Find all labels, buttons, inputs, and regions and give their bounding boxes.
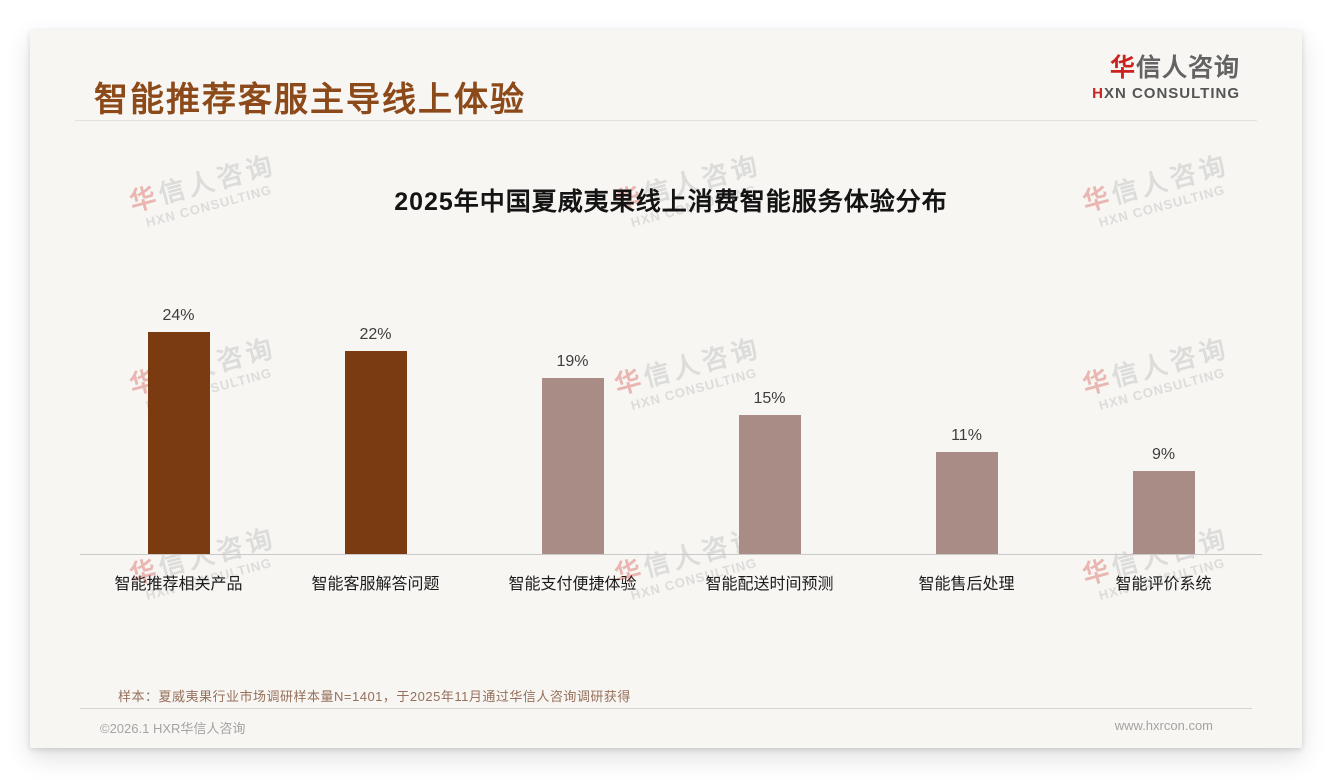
bar-column: 22%	[277, 296, 474, 554]
logo-en-accent: H	[1092, 85, 1104, 102]
chart-title: 2025年中国夏威夷果线上消费智能服务体验分布	[394, 188, 948, 216]
header-divider	[75, 120, 1257, 121]
category-label: 智能评价系统	[1115, 576, 1212, 593]
bar-column: 15%	[671, 296, 868, 554]
category-label: 智能客服解答问题	[311, 576, 440, 593]
category-label: 智能推荐相关产品	[114, 576, 243, 593]
bar	[935, 452, 998, 554]
bar	[1132, 470, 1195, 554]
category-label: 智能配送时间预测	[705, 576, 834, 593]
bar-value-label: 11%	[951, 427, 982, 445]
bar-column: 24%	[80, 296, 277, 554]
logo-en-rest: XN CONSULTING	[1103, 85, 1240, 102]
logo-cn-text: 华信人咨询	[1092, 56, 1240, 81]
bar	[738, 415, 801, 554]
logo-cn-accent: 华	[1109, 54, 1136, 82]
category-label: 智能售后处理	[918, 576, 1015, 593]
page-title: 智能推荐客服主导线上体验	[94, 81, 526, 119]
x-axis-line	[80, 554, 1262, 555]
logo-cn-rest: 信人咨询	[1135, 54, 1240, 82]
category-row: 智能推荐相关产品 智能客服解答问题 智能支付便捷体验 智能配送时间预测 智能售后处理 智能…	[80, 570, 1262, 594]
bar	[541, 378, 604, 554]
category-label: 智能支付便捷体验	[508, 576, 637, 593]
footer-website: www.hxrcon.com	[1114, 718, 1213, 733]
bar-column: 9%	[1065, 296, 1262, 554]
company-logo: 华信人咨询 HXN CONSULTING	[1092, 56, 1240, 102]
chart-plot: 24% 22% 19% 15% 11% 9%	[80, 296, 1262, 554]
slide-card: 华信人咨询 HXN CONSULTING 华信人咨询 HXN CONSULTING 华信…	[30, 30, 1302, 748]
logo-en-text: HXN CONSULTING	[1092, 86, 1240, 101]
sample-footnote: 样本：夏威夷果行业市场调研样本量N=1401，于2025年11月通过华信人咨询调…	[118, 689, 631, 704]
bar-value-label: 24%	[162, 307, 195, 324]
footer-copyright: ©2026.1 HXR华信人咨询	[100, 721, 246, 736]
bar	[147, 332, 210, 554]
bar-value-label: 19%	[556, 353, 589, 371]
footer-divider	[80, 708, 1252, 709]
bar-column: 11%	[868, 296, 1065, 554]
bar-value-label: 9%	[1151, 445, 1176, 463]
bar-value-label: 15%	[753, 390, 786, 408]
bar-value-label: 22%	[359, 325, 392, 343]
bar	[344, 350, 407, 554]
bar-column: 19%	[474, 296, 671, 554]
